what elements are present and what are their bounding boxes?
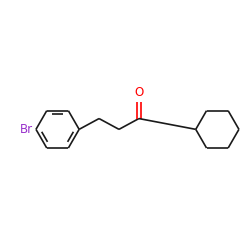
Text: Br: Br (20, 123, 33, 136)
Text: O: O (134, 86, 143, 99)
